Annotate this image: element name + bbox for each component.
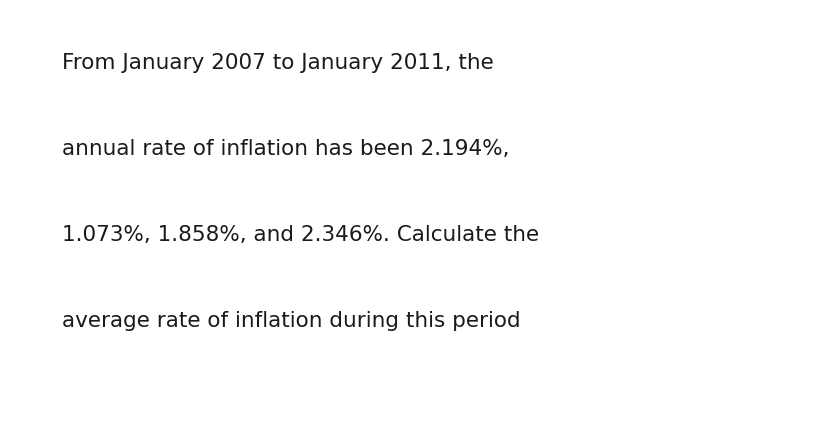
- Text: average rate of inflation during this period: average rate of inflation during this pe…: [62, 311, 520, 331]
- Text: 1.073%, 1.858%, and 2.346%. Calculate the: 1.073%, 1.858%, and 2.346%. Calculate th…: [62, 225, 538, 245]
- Text: annual rate of inflation has been 2.194%,: annual rate of inflation has been 2.194%…: [62, 139, 509, 159]
- Text: From January 2007 to January 2011, the: From January 2007 to January 2011, the: [62, 53, 493, 73]
